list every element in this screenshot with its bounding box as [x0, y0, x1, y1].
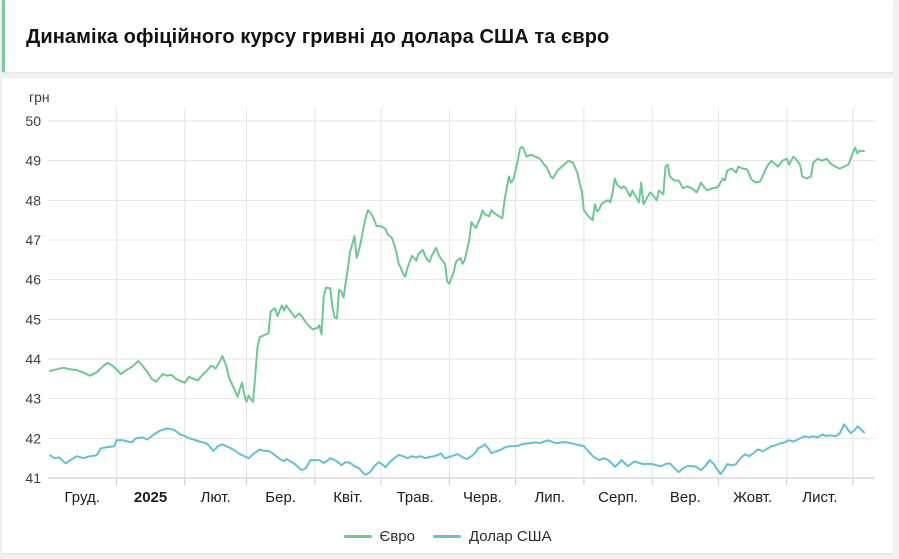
y-tick-label-46: 46 — [25, 272, 41, 288]
page-title: Динаміка офіційного курсу гривні до дола… — [26, 26, 610, 48]
x-tick-label-Черв.: Черв. — [463, 489, 502, 506]
chart-card: грн 41 42 43 44 45 46 47 48 49 50 Груд. 2025 Лют. Бер… — [2, 78, 893, 553]
chart-legend: Євро Долар США — [2, 522, 893, 550]
y-tick-label-49: 49 — [25, 153, 41, 169]
x-tick-label-Вер.: Вер. — [670, 489, 701, 506]
grid — [48, 108, 875, 485]
legend-item-euro[interactable]: Євро — [343, 527, 415, 545]
y-tick-label-44: 44 — [25, 351, 41, 367]
y-tick-label-42: 42 — [25, 430, 41, 446]
y-tick-label-43: 43 — [25, 391, 41, 407]
x-tick-label-2025: 2025 — [134, 489, 167, 506]
title-card: Динаміка офіційного курсу гривні до дола… — [2, 0, 893, 72]
y-axis-labels: 41 42 43 44 45 46 47 48 49 50 — [25, 113, 41, 486]
x-tick-label-Квіт.: Квіт. — [333, 489, 362, 506]
x-tick-label-Груд.: Груд. — [64, 489, 99, 506]
x-tick-label-Лист.: Лист. — [802, 489, 837, 506]
usd-line-series[interactable] — [49, 423, 865, 476]
x-tick-label-Жовт.: Жовт. — [733, 489, 772, 506]
x-tick-label-Лип.: Лип. — [534, 489, 565, 506]
y-axis-unit-label: грн — [29, 89, 50, 105]
y-tick-label-45: 45 — [25, 311, 41, 327]
x-tick-label-Бер.: Бер. — [265, 489, 296, 506]
x-tick-label-Трав.: Трав. — [397, 489, 434, 506]
legend-label-usd: Долар США — [468, 527, 552, 545]
chart-canvas[interactable]: 41 42 43 44 45 46 47 48 49 50 Груд. 2025 Лют. Бер. Кві… — [2, 78, 893, 516]
y-tick-label-47: 47 — [25, 232, 41, 248]
usd-line-swatch-icon — [432, 534, 461, 538]
euro-line-swatch-icon — [343, 534, 372, 538]
y-tick-label-50: 50 — [25, 113, 41, 129]
x-tick-label-Серп.: Серп. — [598, 489, 638, 506]
y-tick-label-48: 48 — [25, 192, 41, 208]
euro-line-series[interactable] — [49, 145, 865, 403]
legend-label-euro: Євро — [379, 527, 415, 545]
y-tick-label-41: 41 — [25, 470, 41, 486]
legend-item-usd[interactable]: Долар США — [432, 527, 552, 545]
series-lines[interactable] — [49, 145, 865, 476]
x-axis-labels: Груд. 2025 Лют. Бер. Квіт. Трав. Черв. Лип. Серп… — [64, 489, 837, 506]
x-tick-label-Лют.: Лют. — [201, 489, 231, 506]
